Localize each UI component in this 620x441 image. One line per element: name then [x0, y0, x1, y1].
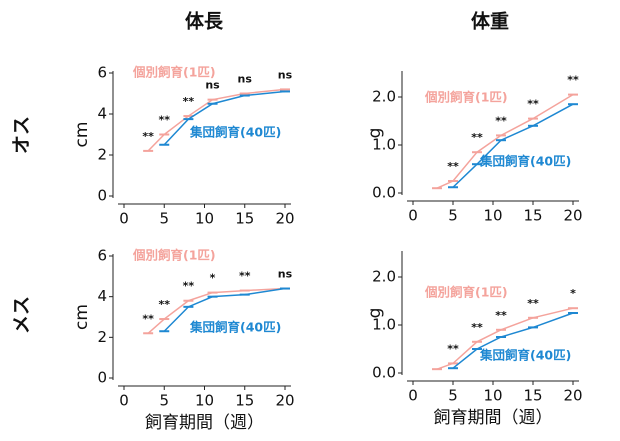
y-tick-label: 2: [97, 146, 107, 164]
y-tick-label: 1.0: [372, 136, 396, 154]
significance: ns: [205, 79, 220, 92]
significance: **: [142, 130, 154, 143]
significance: ns: [278, 68, 293, 81]
x-tick-label: 5: [159, 392, 169, 410]
significance: **: [527, 297, 539, 310]
x-tick-label: 20: [275, 392, 294, 410]
series-line: [452, 103, 574, 188]
series-line: [147, 88, 286, 152]
legend-label: 集団飼育(40匹): [189, 320, 281, 335]
significance: **: [471, 131, 483, 144]
significance: **: [142, 312, 154, 325]
y-tick-label: 2: [97, 328, 107, 346]
significance: **: [527, 98, 539, 111]
x-tick-label: 15: [235, 210, 254, 228]
legend-label: 集団飼育(40匹): [189, 125, 281, 140]
significance: **: [471, 321, 483, 334]
x-tick-label: 10: [483, 207, 502, 225]
x-tick-label: 0: [408, 387, 418, 405]
significance: *: [210, 272, 216, 285]
y-tick-label: 2.0: [372, 268, 396, 286]
significance: **: [567, 74, 579, 87]
y-tick-label: 4: [97, 287, 107, 305]
x-tick-label: 15: [523, 387, 542, 405]
significance: *: [570, 287, 576, 300]
y-tick-label: 0.0: [372, 364, 396, 382]
x-tick-label: 10: [483, 387, 502, 405]
significance: **: [183, 280, 195, 293]
column-title: 体重: [471, 10, 509, 33]
legend-label: 集団飼育(40匹): [479, 348, 571, 363]
series-line: [436, 93, 574, 189]
significance: ns: [278, 268, 293, 281]
significance: **: [239, 270, 251, 283]
column-title: 体長: [185, 10, 224, 33]
significance: **: [495, 309, 507, 322]
y-tick-label: 0.0: [372, 184, 396, 202]
x-axis-label: 飼育期間（週）: [145, 413, 264, 433]
x-tick-label: 0: [119, 392, 129, 410]
legend-label: 個別飼育(1匹): [424, 285, 508, 300]
x-tick-label: 10: [195, 392, 214, 410]
legend-label: 個別飼育(1匹): [424, 90, 508, 105]
y-tick-label: 6: [97, 247, 107, 265]
row-label: オス: [11, 116, 33, 154]
significance: **: [447, 160, 459, 173]
x-tick-label: 20: [563, 387, 582, 405]
x-tick-label: 10: [195, 210, 214, 228]
y-tick-label: 2.0: [372, 88, 396, 106]
x-tick-label: 0: [408, 207, 418, 225]
x-tick-label: 5: [448, 387, 458, 405]
y-tick-label: 4: [97, 105, 107, 123]
x-tick-label: 15: [235, 392, 254, 410]
significance: **: [158, 114, 170, 127]
legend-label: 個別飼育(1匹): [132, 65, 216, 80]
series-line: [147, 287, 286, 334]
y-tick-label: 1.0: [372, 316, 396, 334]
significance: **: [495, 114, 507, 127]
y-axis-label: cm: [72, 304, 92, 330]
x-axis-label: 飼育期間（週）: [434, 408, 553, 428]
y-tick-label: 0: [97, 369, 107, 387]
significance: **: [447, 342, 459, 355]
y-axis-label: cm: [72, 122, 92, 148]
y-tick-label: 6: [97, 64, 107, 82]
significance: **: [158, 298, 170, 311]
x-tick-label: 15: [523, 207, 542, 225]
x-tick-label: 20: [563, 207, 582, 225]
x-tick-label: 5: [448, 207, 458, 225]
y-axis-label: g: [365, 308, 385, 319]
x-tick-label: 0: [119, 210, 129, 228]
y-tick-label: 0: [97, 187, 107, 205]
x-tick-label: 5: [159, 210, 169, 228]
x-tick-label: 20: [275, 210, 294, 228]
legend-label: 集団飼育(40匹): [479, 154, 571, 169]
legend-label: 個別飼育(1匹): [132, 248, 216, 263]
row-label: メス: [11, 296, 33, 334]
significance: ns: [238, 73, 253, 86]
y-axis-label: g: [365, 128, 385, 139]
significance: **: [183, 95, 195, 108]
